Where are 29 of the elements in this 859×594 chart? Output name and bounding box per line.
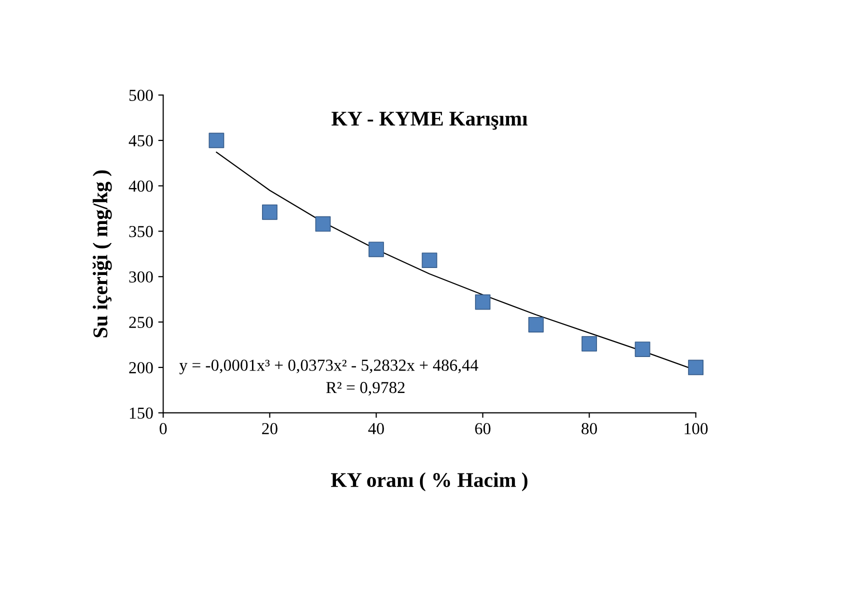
- point: [368, 242, 384, 258]
- point: [422, 252, 438, 268]
- x-axis-title: KY oranı ( % Hacim ): [331, 472, 528, 492]
- y-tick-label: 250: [129, 316, 153, 328]
- x-tick-label: 0: [160, 423, 167, 434]
- point: [634, 342, 650, 357]
- point: [528, 317, 544, 332]
- point: [315, 216, 331, 232]
- y-tick-label: 450: [128, 135, 153, 146]
- x-tick-label: 100: [684, 423, 708, 434]
- annotation: R² = 0,9782: [326, 382, 405, 396]
- x-tick-label: 60: [475, 423, 490, 434]
- y-tick-label: 300: [129, 271, 153, 283]
- y-tick-label: 500: [129, 90, 153, 101]
- y-axis-title: Su içeriği ( mg/kg ): [92, 170, 112, 338]
- x-tick-label: 40: [368, 423, 384, 434]
- y-tick-label: 350: [129, 226, 153, 238]
- x-tick-label: 80: [582, 423, 597, 434]
- point: [262, 204, 278, 220]
- x-tick-label: 20: [262, 423, 278, 434]
- annotation: y = -0,0001x³ + 0,0373x² - 5,2832x + 486,44: [179, 360, 478, 374]
- point: [208, 132, 224, 148]
- y-tick-label: 400: [128, 180, 153, 192]
- point: [582, 336, 597, 352]
- y-tick-label: 150: [130, 408, 153, 419]
- point: [475, 294, 490, 310]
- point: [688, 360, 704, 376]
- y-tick-label: 200: [129, 362, 153, 374]
- text: KY - KYME Karışımı: [332, 112, 528, 130]
